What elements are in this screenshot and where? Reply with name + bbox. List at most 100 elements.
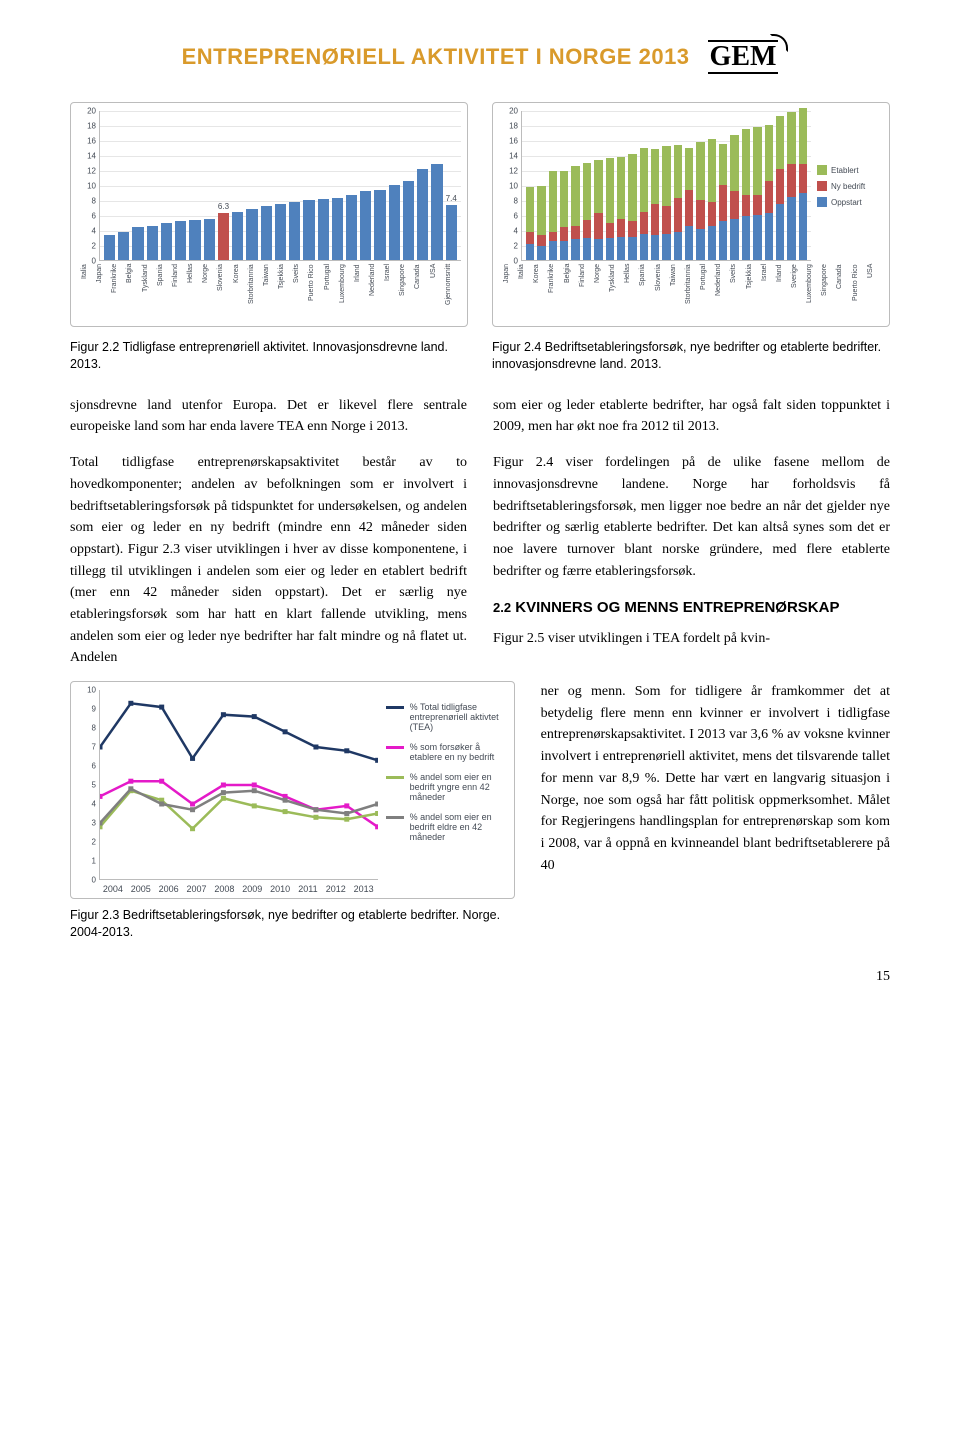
bar-segment	[594, 239, 602, 260]
bar-segment	[606, 223, 614, 237]
bar-segment	[696, 229, 704, 261]
bar-segment	[617, 237, 625, 260]
bar-segment	[765, 213, 773, 260]
bar-segment	[640, 148, 648, 212]
bar	[275, 204, 286, 260]
paragraph: Figur 2.4 viser fordelingen på de ulike …	[493, 452, 890, 582]
bar	[261, 206, 272, 260]
bar	[218, 213, 229, 260]
bar-segment	[651, 149, 659, 204]
section-number: 2.2	[493, 600, 511, 615]
legend-item: % Total tidligfase entreprenøriell aktiv…	[386, 702, 508, 732]
bar-segment	[583, 163, 591, 220]
bar-segment	[799, 164, 807, 193]
bar-segment	[719, 221, 727, 260]
line-series	[100, 703, 378, 760]
bar-segment	[776, 204, 784, 260]
bar-segment	[662, 206, 670, 234]
bar	[175, 221, 186, 260]
bar	[403, 181, 414, 260]
bar	[446, 205, 457, 261]
bar-segment	[583, 238, 591, 260]
bar	[346, 195, 357, 260]
bar	[431, 164, 442, 260]
gem-logo: GEM	[708, 40, 779, 74]
bar-segment	[765, 181, 773, 213]
bar-segment	[674, 198, 682, 232]
bar-segment	[753, 215, 761, 260]
paragraph: som eier og leder etablerte bedrifter, h…	[493, 395, 890, 438]
bar-segment	[787, 164, 795, 197]
bar-segment	[583, 220, 591, 238]
bar-segment	[571, 239, 579, 260]
bar-segment	[628, 154, 636, 222]
bar-segment	[696, 142, 704, 201]
section-title: KVINNERS OG MENNS ENTREPRENØRSKAP	[515, 599, 839, 616]
bar-segment	[606, 238, 614, 261]
bar-segment	[685, 148, 693, 189]
legend-item: Etablert	[817, 165, 883, 175]
page-title: ENTREPRENØRIELL AKTIVITET I NORGE 2013	[182, 44, 690, 70]
bar	[204, 219, 215, 260]
bar	[161, 223, 172, 260]
bar-segment	[526, 187, 534, 232]
bar-segment	[571, 166, 579, 226]
bar-segment	[753, 195, 761, 215]
bar	[318, 199, 329, 261]
bar	[118, 232, 129, 260]
bar-segment	[617, 157, 625, 219]
bar-segment	[696, 200, 704, 229]
bar-segment	[730, 135, 738, 191]
bar	[232, 212, 243, 260]
paragraph: ner og menn. Som for tidligere år framko…	[541, 681, 890, 876]
section-2-2-header: 2.2 KVINNERS OG MENNS ENTREPRENØRSKAP	[493, 596, 890, 619]
bar-segment	[662, 146, 670, 206]
body-text: sjonsdrevne land utenfor Europa. Det er …	[70, 395, 890, 673]
bar-segment	[560, 171, 568, 227]
bar-segment	[753, 127, 761, 195]
bar	[374, 190, 385, 261]
bar-segment	[674, 232, 682, 261]
line-series	[100, 791, 378, 829]
figure-2-2: 02468101214161820 6.37.4 ItaliaJapanFran…	[70, 102, 468, 327]
bar-segment	[742, 216, 750, 260]
bar	[246, 209, 257, 260]
line-series	[100, 781, 378, 827]
bar-segment	[594, 213, 602, 239]
bar	[360, 191, 371, 260]
bar	[189, 220, 200, 260]
bar	[332, 198, 343, 260]
bar-segment	[606, 158, 614, 223]
bar-segment	[651, 204, 659, 236]
caption-fig-2-4: Figur 2.4 Bedriftsetableringsforsøk, nye…	[492, 339, 890, 373]
page-number: 15	[70, 969, 890, 985]
paragraph: Total tidligfase entreprenørskapsaktivit…	[70, 452, 467, 669]
bar-segment	[776, 169, 784, 204]
bar	[147, 226, 158, 261]
bar-segment	[526, 244, 534, 261]
bar-segment	[708, 202, 716, 226]
bar-segment	[776, 116, 784, 169]
bar-segment	[628, 221, 636, 237]
bar-segment	[571, 226, 579, 240]
bar-segment	[640, 212, 648, 234]
bar-segment	[719, 144, 727, 185]
figure-2-3: 012345678910 200420052006200720082009201…	[70, 681, 515, 899]
paragraph: sjonsdrevne land utenfor Europa. Det er …	[70, 395, 467, 438]
bar-segment	[549, 171, 557, 233]
bar-segment	[787, 197, 795, 260]
bar	[303, 200, 314, 260]
bar-segment	[640, 234, 648, 260]
legend-item: % andel som eier en bedrift yngre enn 42…	[386, 772, 508, 802]
bar-segment	[730, 219, 738, 260]
page-header: ENTREPRENØRIELL AKTIVITET I NORGE 2013 G…	[70, 40, 890, 74]
bar-segment	[560, 241, 568, 260]
bar-segment	[799, 108, 807, 164]
caption-fig-2-3: Figur 2.3 Bedriftsetableringsforsøk, nye…	[70, 907, 515, 941]
bar-segment	[742, 129, 750, 195]
bar-segment	[537, 235, 545, 246]
bar-segment	[594, 160, 602, 213]
bar-segment	[537, 186, 545, 235]
bar-segment	[708, 139, 716, 203]
bar	[289, 202, 300, 260]
